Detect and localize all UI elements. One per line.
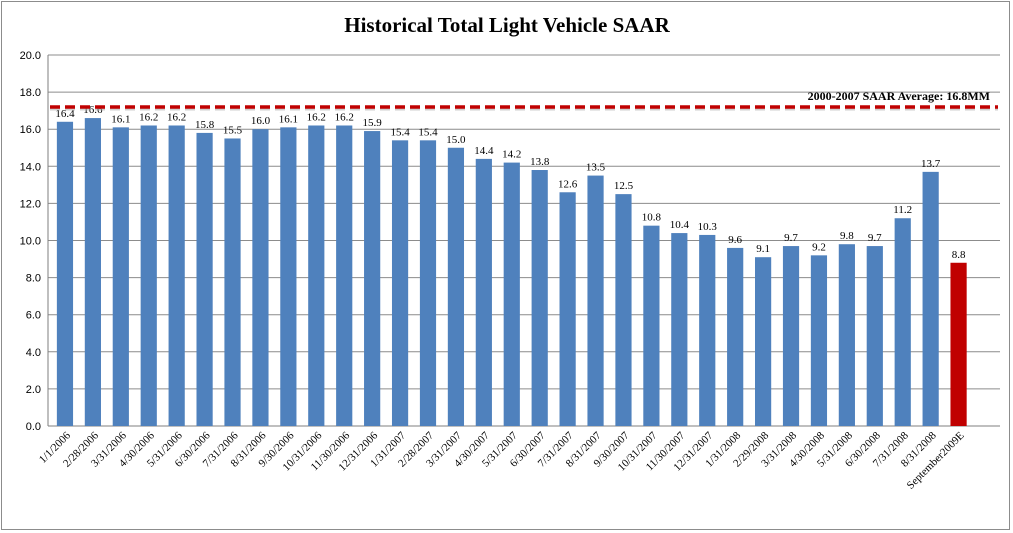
bar [503,162,520,426]
data-label: 13.5 [586,162,606,174]
bar [419,140,437,426]
data-label: 9.8 [840,230,854,242]
data-label: 16.2 [307,111,326,123]
bar [810,255,828,426]
bar [754,257,772,426]
bar [308,125,325,427]
bar [196,132,213,426]
data-label: 15.9 [363,117,383,129]
bar [727,247,744,426]
data-label: 13.8 [530,156,550,168]
bar [950,262,967,426]
bar [112,127,129,426]
data-label: 14.2 [502,149,521,161]
data-label: 9.7 [784,232,798,244]
bar [559,192,576,426]
bar [84,118,101,426]
bar [587,175,604,426]
bar [531,170,548,426]
data-label: 15.4 [390,126,410,138]
data-label: 12.6 [558,178,578,190]
bar [252,129,269,426]
y-tick-label: 2.0 [26,384,41,396]
y-tick-label: 10.0 [20,236,41,248]
data-label: 15.4 [418,126,438,138]
y-tick-label: 16.0 [20,124,41,136]
chart-title: Historical Total Light Vehicle SAAR [344,13,670,37]
bar [699,234,716,426]
y-tick-label: 20.0 [20,50,41,62]
x-axis-ticks: 1/1/20062/28/20063/31/20064/30/20065/31/… [37,429,967,491]
bar [671,233,688,426]
bar [922,171,939,426]
data-label: 10.4 [670,219,690,231]
y-tick-label: 12.0 [20,198,41,210]
y-tick-label: 8.0 [26,273,41,285]
data-label: 16.2 [167,111,186,123]
data-label: 11.2 [893,204,912,216]
bar [447,147,465,426]
data-label: 15.0 [446,134,466,146]
data-label: 12.5 [614,180,634,192]
bar [615,194,632,426]
data-labels: 16.4 16.616.1 16.2 16.215.8 15.516.0 16.1 16.2… [55,104,966,261]
bar [280,127,297,426]
reference-line-label: 2000-2007 SAAR Average: 16.8MM [808,89,990,103]
bar [224,138,241,426]
y-tick-label: 18.0 [20,87,41,99]
reference-line-group: 2000-2007 SAAR Average: 16.8MM [50,89,998,111]
bar [168,125,185,427]
data-label: 9.2 [812,241,826,253]
data-label: 13.7 [921,158,941,170]
y-tick-label: 4.0 [26,347,41,359]
data-label: 16.4 [55,108,75,120]
data-label: 16.2 [335,111,354,123]
data-label: 14.4 [474,145,494,157]
bars [56,118,967,427]
data-label: 9.7 [868,232,882,244]
data-label: 16.1 [111,113,130,125]
bar [643,225,660,426]
gridlines [47,54,1000,427]
bar [866,246,883,426]
y-tick-label: 6.0 [26,310,41,322]
data-label: 16.1 [279,113,298,125]
y-tick-label: 14.0 [20,161,41,173]
data-label: 9.6 [728,234,742,246]
data-label: 9.1 [756,243,770,255]
bar [140,125,157,427]
y-tick-label: 0.0 [26,421,41,433]
data-label: 15.5 [223,124,243,136]
bar [782,246,800,426]
data-label: 15.8 [195,119,215,131]
bar [894,218,911,426]
data-label: 16.2 [139,111,158,123]
bar [838,244,855,426]
data-label: 8.8 [952,249,966,261]
bar [475,158,492,426]
bar [391,140,409,426]
y-axis-ticks: 0.0 2.0 4.0 6.0 8.0 10.0 12.0 14.0 16.0 18.0 20.0 [20,50,41,433]
data-label: 10.8 [642,212,662,224]
data-label: 10.3 [698,221,718,233]
bar [56,121,74,426]
bar [336,125,353,427]
data-label: 16.0 [251,115,271,127]
bar [364,131,381,426]
